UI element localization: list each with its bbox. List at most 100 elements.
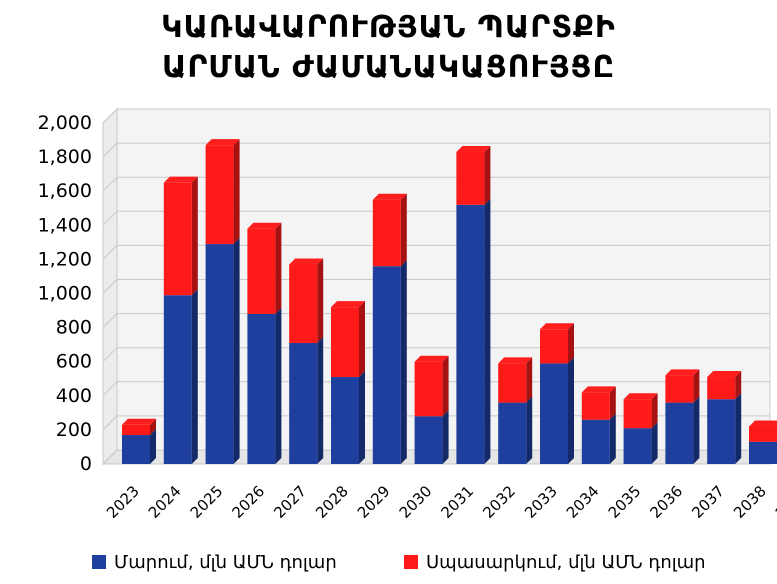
bar-series-1-side bbox=[442, 410, 449, 464]
bar-series-2 bbox=[665, 375, 694, 403]
bar-top-cap bbox=[707, 371, 742, 378]
gridline-diag bbox=[102, 347, 118, 363]
x-tick-label: 2029 bbox=[354, 482, 394, 522]
bar-series-1-side bbox=[484, 198, 491, 464]
y-tick-label: 1,000 bbox=[38, 283, 92, 305]
x-tick-label: 2028 bbox=[312, 482, 352, 522]
bar-top-cap bbox=[205, 139, 240, 146]
bar-series-2-side bbox=[191, 176, 198, 296]
bar-series-1 bbox=[205, 244, 234, 464]
bar-series-2-side bbox=[233, 139, 240, 245]
bar-series-2-side bbox=[359, 301, 365, 378]
gridline-diag bbox=[102, 279, 118, 294]
bar-top-cap bbox=[247, 222, 282, 229]
y-tick-label: 1,400 bbox=[38, 214, 92, 236]
bar-series-2-side bbox=[651, 393, 658, 429]
bar-top-cap bbox=[581, 386, 616, 393]
bar-series-2 bbox=[707, 377, 736, 400]
x-tick-label: 2031 bbox=[437, 482, 477, 522]
gridline-diag bbox=[102, 108, 118, 124]
bar-series-2 bbox=[205, 145, 234, 245]
bar-series-1 bbox=[456, 204, 485, 464]
bar-series-1-side bbox=[317, 336, 324, 464]
bar-series-2-side bbox=[442, 355, 449, 417]
bar-series-1 bbox=[122, 435, 150, 464]
bar-series-2-side bbox=[526, 357, 533, 403]
bar-series-1 bbox=[247, 313, 276, 464]
legend-item-series-1: Մարում, մլն ԱՄՆ դոլար bbox=[92, 550, 337, 574]
gridline-diag bbox=[102, 142, 118, 158]
gridline-diag bbox=[102, 449, 118, 465]
chart-title-line-2: ԱՐՄԱՆ ԺԱՄԱՆԱԿԱՑՈՒՅՑԸ bbox=[161, 50, 616, 85]
gridline-diag bbox=[102, 313, 118, 328]
x-tick-label: 2038 bbox=[730, 482, 770, 522]
legend-swatch-series-1 bbox=[92, 555, 106, 569]
bar-series-2-side bbox=[568, 323, 574, 364]
bar-series-2-side bbox=[484, 145, 491, 205]
legend-item-series-2: Սպասարկում, մլն ԱՄՆ դոլար bbox=[404, 550, 706, 574]
bar-top-cap bbox=[498, 357, 533, 364]
bar-series-2-side bbox=[150, 418, 156, 436]
bar-top-cap bbox=[456, 145, 491, 152]
bar-series-2 bbox=[289, 264, 318, 343]
bar-series-2-side bbox=[275, 222, 282, 314]
bar-top-cap bbox=[665, 369, 700, 376]
x-tick-label: 2035 bbox=[605, 482, 645, 522]
x-tick-label: 2026 bbox=[228, 482, 268, 522]
bar-series-1-side bbox=[651, 422, 658, 464]
bar-top-cap bbox=[749, 420, 777, 427]
bar-series-2-side bbox=[609, 386, 616, 420]
bar-series-1-side bbox=[150, 429, 156, 464]
x-tick-label: 2039 bbox=[772, 482, 777, 522]
bar-series-2 bbox=[581, 392, 610, 420]
bar-series-1-side bbox=[609, 413, 616, 464]
bar-series-2 bbox=[498, 363, 527, 403]
y-tick-label: 1,200 bbox=[38, 248, 92, 270]
bar-series-1-side bbox=[400, 260, 407, 464]
y-tick-label: 1,800 bbox=[38, 146, 92, 168]
bar-series-2 bbox=[414, 361, 443, 417]
bar-series-1-side bbox=[568, 357, 574, 464]
legend-label-series-2: Սպասարկում, մլն ԱՄՆ դոլար bbox=[426, 551, 706, 573]
y-tick-label: 600 bbox=[56, 351, 92, 373]
gridline-diag bbox=[102, 176, 118, 192]
bar-series-1 bbox=[414, 416, 443, 464]
bar-series-1 bbox=[707, 399, 736, 464]
bar-series-2 bbox=[372, 199, 401, 267]
bar-top-cap bbox=[163, 176, 198, 183]
bar-top-cap bbox=[122, 418, 156, 425]
y-tick-label: 400 bbox=[56, 385, 92, 407]
bar-series-1 bbox=[498, 402, 527, 464]
gridline-diag bbox=[102, 245, 118, 260]
bar-series-1-side bbox=[233, 238, 240, 464]
bar-series-1 bbox=[331, 377, 359, 464]
y-tick-label: 2,000 bbox=[38, 112, 92, 134]
bar-series-1-side bbox=[275, 307, 282, 464]
bar-top-cap bbox=[289, 258, 324, 265]
bar-series-2-side bbox=[400, 193, 407, 267]
bar-series-2 bbox=[540, 329, 568, 364]
bar-top-cap bbox=[331, 301, 365, 308]
x-tick-label: 2037 bbox=[688, 482, 728, 522]
bar-series-1 bbox=[372, 266, 401, 464]
bar-series-1-side bbox=[359, 371, 365, 464]
bar-series-1 bbox=[581, 419, 610, 464]
x-tick-label: 2036 bbox=[646, 482, 686, 522]
bar-series-1 bbox=[665, 402, 694, 464]
bar-series-1-side bbox=[191, 289, 198, 464]
bar-series-2 bbox=[749, 426, 777, 442]
x-tick-label: 2034 bbox=[563, 482, 603, 522]
x-tick-label: 2024 bbox=[145, 482, 185, 522]
bar-series-1-side bbox=[693, 396, 700, 464]
gridline-diag bbox=[102, 210, 118, 226]
x-tick-label: 2027 bbox=[270, 482, 310, 522]
x-tick-label: 2033 bbox=[521, 482, 561, 522]
y-tick-label: 800 bbox=[56, 317, 92, 339]
x-tick-label: 2030 bbox=[396, 482, 436, 522]
bar-series-2-side bbox=[735, 371, 742, 400]
legend-swatch-series-2 bbox=[404, 555, 418, 569]
bar-series-1 bbox=[540, 363, 568, 464]
bar-top-cap bbox=[372, 193, 407, 200]
bar-top-cap bbox=[623, 393, 658, 400]
